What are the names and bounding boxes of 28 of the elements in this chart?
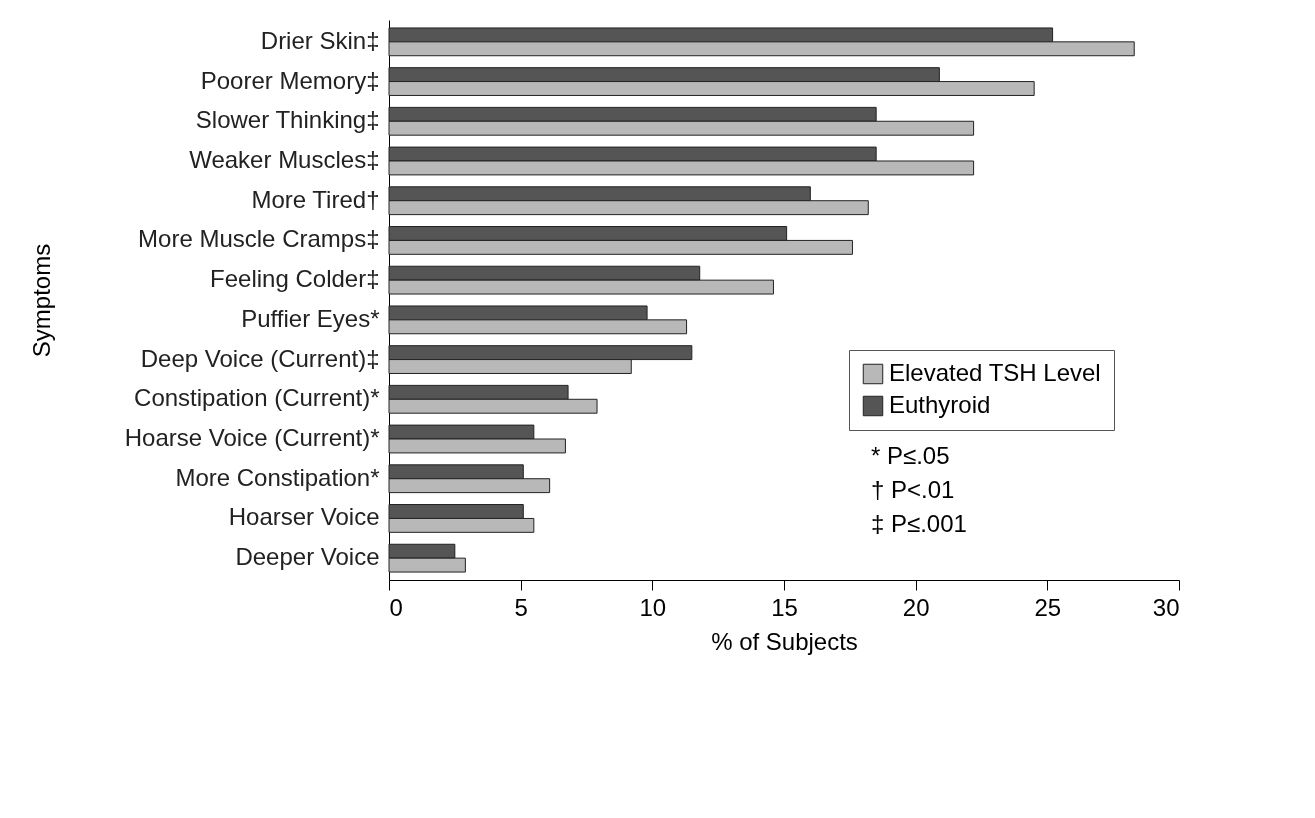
y-tick-label: Weaker Muscles‡ (189, 145, 380, 173)
annotation: † P<.01 (871, 476, 955, 503)
y-tick-label: Hoarse Voice (Current)* (124, 424, 380, 452)
x-axis-title: % of Subjects (711, 627, 858, 655)
legend-label: Elevated TSH Level (889, 359, 1101, 386)
y-tick-label: Slower Thinking‡ (195, 106, 380, 134)
x-tick-label: 10 (639, 593, 667, 621)
y-tick-label: Feeling Colder‡ (210, 265, 380, 293)
y-tick-label: Poorer Memory‡ (200, 66, 380, 94)
y-tick-label: Puffier Eyes* (241, 304, 380, 332)
y-tick-label: Constipation (Current)* (134, 384, 380, 412)
x-tick-label: 15 (771, 593, 798, 621)
x-tick-label: 5 (514, 593, 528, 621)
annotation: ‡ P≤.001 (871, 510, 967, 537)
y-tick-label: More Tired† (251, 185, 380, 213)
y-tick-label: More Constipation* (175, 463, 380, 491)
y-tick-label: Deep Voice (Current)‡ (140, 344, 380, 372)
y-tick-label: Hoarser Voice (228, 503, 380, 531)
legend-label: Euthyroid (889, 391, 991, 418)
x-tick-label: 25 (1034, 593, 1062, 621)
x-tick-label: 0 (389, 593, 403, 621)
x-tick-label: 30 (1152, 593, 1180, 621)
y-tick-label: Drier Skin‡ (260, 26, 380, 54)
y-tick-label: Deeper Voice (235, 543, 380, 571)
x-tick-label: 20 (902, 593, 930, 621)
y-axis-title: Symptoms (27, 243, 55, 358)
y-tick-label: More Muscle Cramps‡ (138, 225, 380, 253)
annotation: * P≤.05 (871, 442, 950, 469)
